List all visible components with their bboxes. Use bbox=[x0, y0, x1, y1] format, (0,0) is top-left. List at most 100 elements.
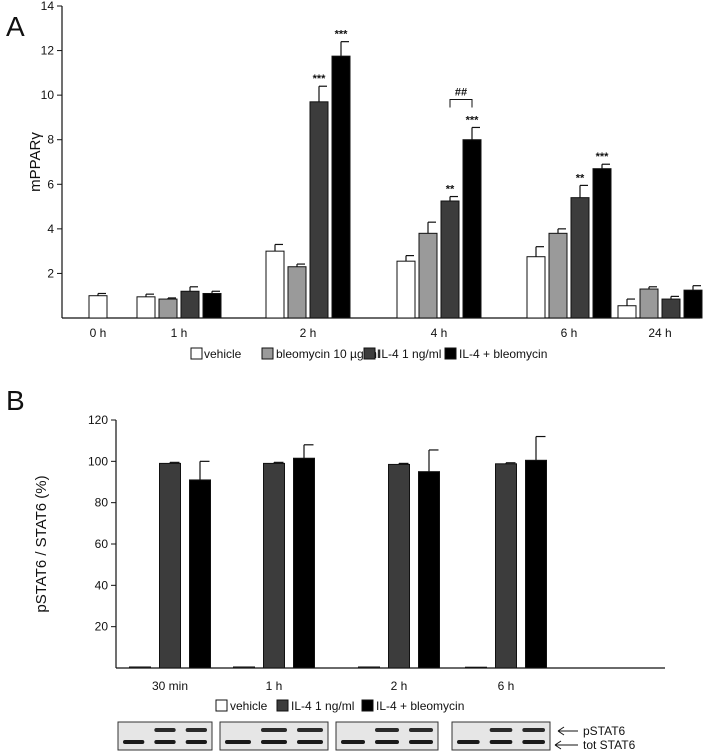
band-tot-stat6 bbox=[522, 740, 545, 744]
bar-bleomycin bbox=[548, 232, 568, 319]
legend-label-il4: IL-4 1 ng/ml bbox=[291, 699, 354, 713]
blot-strip bbox=[219, 721, 329, 751]
panel-B-letter: B bbox=[6, 385, 25, 416]
legend-swatch-il4_bleo bbox=[444, 347, 457, 360]
legend-swatch-vehicle bbox=[215, 699, 228, 712]
y-tick-label: 4 bbox=[47, 222, 54, 236]
significance-label: ** bbox=[446, 184, 455, 196]
y-tick-label: 12 bbox=[41, 44, 55, 58]
x-category-label: 4 h bbox=[431, 326, 448, 340]
legend-label-vehicle: vehicle bbox=[230, 699, 268, 713]
bar-vehicle bbox=[233, 666, 255, 669]
band-pstat6 bbox=[375, 728, 399, 732]
bar-il4 bbox=[495, 463, 517, 669]
bar-il4 bbox=[263, 462, 285, 669]
y-axis-label: pSTAT6 / STAT6 (%) bbox=[33, 475, 50, 612]
legend-label-vehicle: vehicle bbox=[204, 347, 242, 361]
band-pstat6 bbox=[261, 728, 287, 732]
bar-vehicle bbox=[358, 666, 380, 669]
y-tick-label: 80 bbox=[95, 496, 109, 510]
band-tot-stat6 bbox=[375, 740, 399, 744]
y-tick-label: 14 bbox=[41, 0, 55, 13]
bar-vehicle bbox=[396, 260, 416, 319]
band-tot-stat6 bbox=[185, 740, 207, 744]
significance-label: ** bbox=[576, 172, 585, 184]
bar-il4 bbox=[159, 462, 181, 669]
x-category-label: 2 h bbox=[391, 679, 408, 693]
bar-vehicle bbox=[88, 295, 108, 319]
bar-il4_bleo bbox=[683, 289, 703, 319]
x-category-label: 6 h bbox=[498, 679, 515, 693]
y-axis-label: mPPARγ bbox=[27, 132, 44, 192]
x-category-label: 2 h bbox=[300, 326, 317, 340]
band-pstat6 bbox=[297, 728, 323, 732]
band-pstat6 bbox=[185, 728, 207, 732]
band-tot-stat6 bbox=[341, 740, 365, 744]
legend-label-bleomycin: bleomycin 10 µg/ml bbox=[276, 347, 380, 361]
bar-vehicle bbox=[617, 305, 637, 319]
x-category-label: 1 h bbox=[266, 679, 283, 693]
significance-label: *** bbox=[335, 29, 349, 41]
bar-il4 bbox=[570, 197, 590, 319]
bar-il4_bleo bbox=[592, 168, 612, 319]
band-pstat6 bbox=[154, 728, 176, 732]
band-tot-stat6 bbox=[409, 740, 433, 744]
legend-label-il4_bleo: IL-4 + bleomycin bbox=[376, 699, 464, 713]
blot-strip bbox=[117, 721, 213, 751]
x-category-label: 1 h bbox=[171, 326, 188, 340]
legend-label-il4_bleo: IL-4 + bleomycin bbox=[459, 347, 547, 361]
legend-swatch-vehicle bbox=[190, 347, 203, 360]
blot-label-tot-stat6: tot STAT6 bbox=[583, 738, 636, 752]
band-tot-stat6 bbox=[489, 740, 513, 744]
y-tick-label: 40 bbox=[95, 578, 109, 592]
bar-bleomycin bbox=[287, 266, 307, 319]
bar-il4_bleo bbox=[293, 457, 315, 669]
bar-il4 bbox=[180, 290, 200, 319]
bar-il4 bbox=[440, 200, 460, 319]
significance-label: *** bbox=[466, 114, 480, 126]
bar-il4_bleo bbox=[418, 471, 440, 669]
y-tick-label: 8 bbox=[47, 133, 54, 147]
bar-il4 bbox=[661, 298, 681, 319]
x-category-label: 6 h bbox=[561, 326, 578, 340]
y-tick-label: 100 bbox=[88, 454, 108, 468]
x-category-label: 24 h bbox=[648, 326, 671, 340]
y-tick-label: 60 bbox=[95, 537, 109, 551]
x-category-label: 30 min bbox=[152, 679, 188, 693]
band-tot-stat6 bbox=[225, 740, 251, 744]
bar-il4_bleo bbox=[202, 292, 222, 319]
bar-bleomycin bbox=[418, 232, 438, 319]
arrow-pstat6 bbox=[557, 726, 578, 736]
arrow-tot-stat6 bbox=[554, 740, 578, 750]
y-tick-label: 6 bbox=[47, 177, 54, 191]
bracket-label: ## bbox=[455, 86, 467, 98]
legend-swatch-bleomycin bbox=[261, 347, 274, 360]
legend-swatch-il4 bbox=[363, 347, 376, 360]
band-pstat6 bbox=[409, 728, 433, 732]
y-tick-label: 10 bbox=[41, 88, 55, 102]
bar-vehicle bbox=[465, 666, 487, 669]
band-tot-stat6 bbox=[261, 740, 287, 744]
bar-vehicle bbox=[136, 296, 156, 319]
band-tot-stat6 bbox=[297, 740, 323, 744]
bar-il4_bleo bbox=[462, 139, 482, 319]
bar-il4_bleo bbox=[189, 479, 211, 669]
blot-strip bbox=[335, 721, 439, 751]
panel-A-letter: A bbox=[6, 11, 25, 42]
blot-strip bbox=[451, 721, 551, 751]
blot-label-pstat6: pSTAT6 bbox=[583, 724, 626, 738]
y-tick-label: 120 bbox=[88, 413, 108, 427]
band-tot-stat6 bbox=[457, 740, 480, 744]
y-tick-label: 2 bbox=[47, 266, 54, 280]
significance-bracket bbox=[449, 98, 473, 108]
legend-swatch-il4 bbox=[276, 699, 289, 712]
y-tick-label: 20 bbox=[95, 620, 109, 634]
bar-vehicle bbox=[129, 666, 151, 669]
bar-il4_bleo bbox=[525, 459, 547, 669]
bar-vehicle bbox=[265, 250, 285, 319]
band-tot-stat6 bbox=[154, 740, 176, 744]
bar-bleomycin bbox=[639, 288, 659, 319]
band-pstat6 bbox=[522, 728, 545, 732]
bar-il4 bbox=[309, 101, 329, 319]
